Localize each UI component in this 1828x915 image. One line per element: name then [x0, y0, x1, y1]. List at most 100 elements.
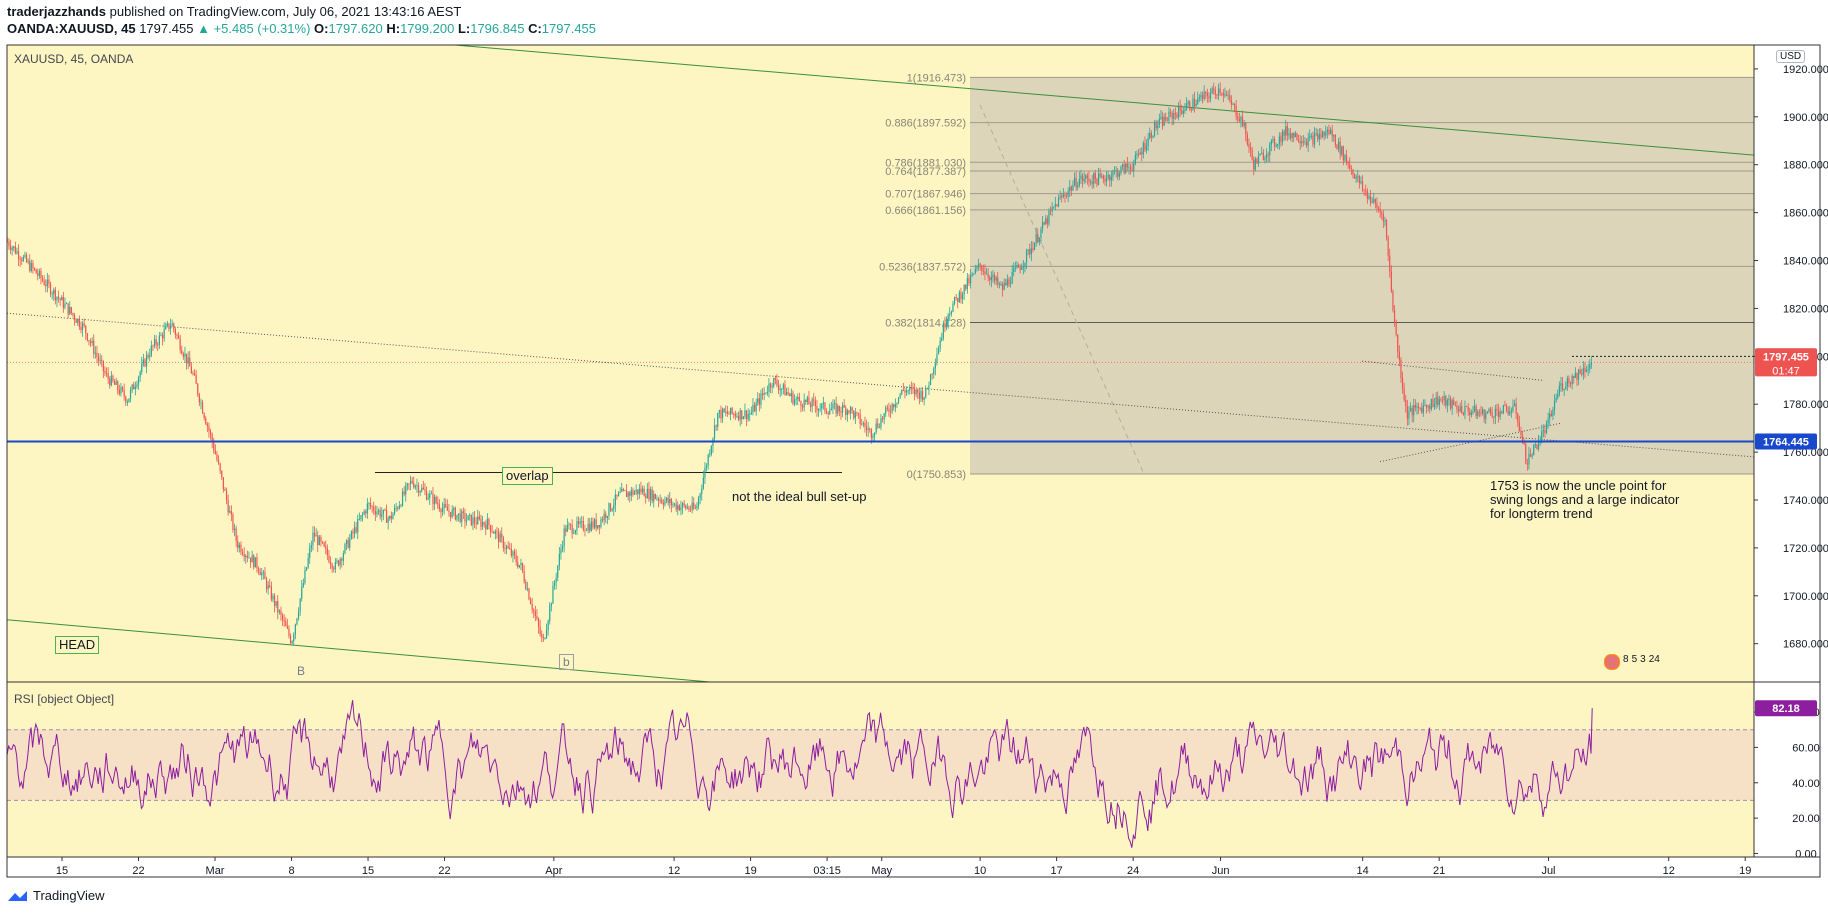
candle-body	[1134, 155, 1136, 164]
candle-body	[1350, 168, 1352, 170]
candle-body	[1291, 133, 1293, 139]
event-count[interactable]: 24	[1648, 654, 1660, 665]
candle-body	[184, 353, 186, 357]
flag-icon[interactable]	[1604, 654, 1620, 670]
symbol-name[interactable]: OANDA:XAUUSD, 45	[7, 21, 136, 36]
candle-body	[1104, 179, 1106, 182]
candle-body	[1008, 279, 1010, 285]
price-tick-label: 1780.000	[1783, 399, 1828, 411]
event-count[interactable]: 3	[1640, 654, 1646, 665]
candle-body	[187, 357, 189, 364]
candle-body	[1385, 220, 1388, 238]
candle-body	[561, 546, 564, 550]
currency-button[interactable]: USD	[1776, 50, 1806, 63]
candle-body	[422, 487, 424, 490]
candle-body	[1477, 411, 1479, 416]
time-tick-label: 12	[668, 865, 680, 877]
candle-body	[768, 383, 770, 392]
candle-body	[230, 511, 232, 515]
candle-body	[1083, 178, 1085, 182]
candle-body	[1379, 208, 1381, 213]
candle-body	[1302, 141, 1304, 143]
candle-body	[117, 381, 119, 390]
candle-body	[1566, 378, 1568, 387]
candle-body	[1150, 132, 1152, 138]
candle-body	[966, 278, 968, 289]
candle-body	[1345, 155, 1348, 163]
candle-body	[1136, 153, 1138, 156]
candle-body	[80, 326, 82, 331]
candle-body	[363, 511, 365, 515]
candle-body	[1001, 284, 1004, 290]
publish-text: published on TradingView.com, July 06, 2…	[109, 4, 462, 19]
candle-body	[481, 522, 484, 527]
candle-body	[313, 532, 316, 537]
price-tick-label: 1680.000	[1783, 639, 1828, 651]
candle-body	[990, 277, 992, 281]
candle-body	[528, 588, 530, 600]
price-tick-label: 1880.000	[1783, 160, 1828, 172]
uncle-point-note[interactable]: 1753 is now the uncle point for swing lo…	[1490, 478, 1680, 521]
candle-body	[550, 603, 552, 606]
candle-body	[27, 260, 29, 262]
candle-body	[1509, 411, 1511, 415]
wave-b-lower-label[interactable]: b	[559, 654, 574, 670]
candle-body	[1267, 154, 1269, 156]
candle-body	[989, 277, 991, 281]
candle-body	[693, 502, 695, 509]
candle-body	[529, 599, 532, 605]
candle-body	[608, 503, 610, 517]
candle-body	[160, 335, 162, 336]
candle-body	[1259, 153, 1261, 156]
candle-body	[741, 410, 743, 420]
event-count[interactable]: 8	[1623, 654, 1629, 665]
candle-body	[841, 405, 844, 413]
candle-body	[953, 296, 956, 304]
candle-body	[1470, 412, 1472, 415]
candle-body	[438, 504, 440, 510]
candle-body	[1393, 310, 1396, 323]
candle-body	[443, 504, 445, 509]
wave-b-label[interactable]: B	[297, 664, 306, 678]
publish-info: traderjazzhands published on TradingView…	[7, 4, 461, 19]
overlap-label[interactable]: overlap	[502, 467, 553, 485]
candle-body	[790, 392, 792, 396]
candle-body	[1096, 178, 1098, 185]
candle-body	[155, 339, 157, 345]
candle-body	[1326, 129, 1328, 133]
candle-body	[576, 521, 578, 531]
candle-body	[1464, 406, 1466, 415]
candle-body	[192, 373, 194, 375]
candle-body	[1208, 96, 1210, 99]
candle-body	[1105, 177, 1108, 182]
candle-body	[1315, 133, 1317, 135]
candle-body	[1181, 110, 1183, 114]
candle-body	[219, 463, 221, 471]
head-label[interactable]: HEAD	[55, 636, 100, 654]
candle-body	[345, 539, 348, 545]
candle-body	[934, 363, 936, 369]
candle-body	[1067, 191, 1069, 197]
time-axis-background	[7, 857, 1820, 877]
candle-body	[1425, 405, 1428, 408]
candle-body	[856, 412, 858, 414]
candle-body	[1357, 175, 1359, 177]
event-count[interactable]: 5	[1631, 654, 1638, 665]
candle-body	[1005, 282, 1007, 286]
not-ideal-note[interactable]: not the ideal bull set-up	[732, 489, 867, 504]
candle-body	[1205, 91, 1207, 93]
price-axis-background	[1754, 45, 1820, 857]
candle-body	[217, 460, 220, 464]
upper-channel-line	[454, 44, 1755, 156]
candle-body	[814, 400, 816, 407]
author-name[interactable]: traderjazzhands	[7, 4, 106, 19]
candle-body	[753, 404, 756, 412]
candle-body	[109, 378, 111, 386]
tradingview-footer[interactable]: TradingView	[7, 888, 105, 903]
candle-body	[1195, 103, 1197, 107]
candle-body	[1297, 140, 1300, 142]
candle-body	[1395, 322, 1397, 335]
candle-body	[360, 515, 362, 520]
price-tick-label: 1820.000	[1783, 303, 1828, 315]
